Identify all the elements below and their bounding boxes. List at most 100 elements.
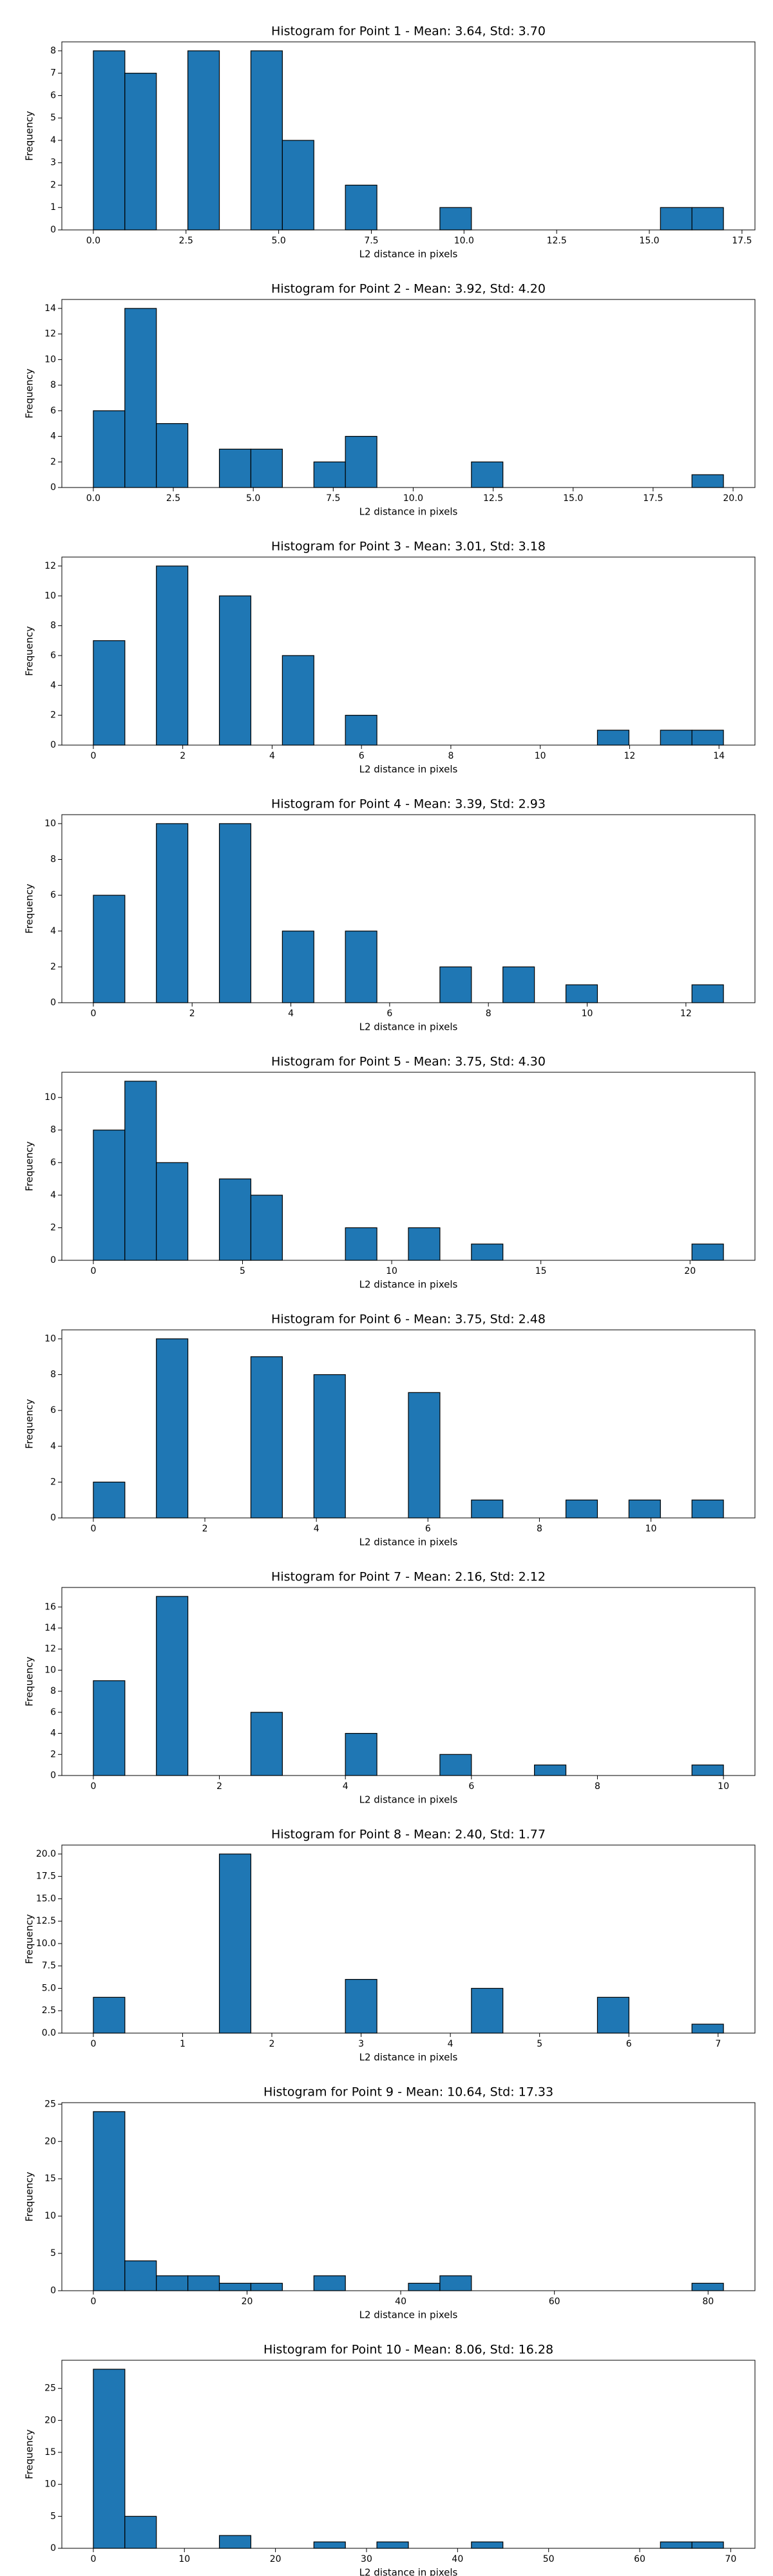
y-tick-label: 6 xyxy=(50,650,56,661)
y-tick-label: 12.5 xyxy=(36,1916,56,1926)
x-tick-label: 10.0 xyxy=(454,236,474,246)
x-tick-label: 40 xyxy=(452,2554,463,2564)
bar xyxy=(156,2275,189,2291)
y-tick-label: 16 xyxy=(44,1602,56,1612)
bar xyxy=(156,1162,189,1261)
subplot: Histogram for Point 3 - Mean: 3.01, Std:… xyxy=(24,540,756,775)
plot-frame xyxy=(61,1072,756,1261)
plot-frame xyxy=(61,814,756,1003)
chart-title: Histogram for Point 5 - Mean: 3.75, Std:… xyxy=(271,1055,546,1069)
x-tick-label: 6 xyxy=(359,751,365,761)
x-tick-label: 0.0 xyxy=(86,493,100,504)
y-tick-label: 10.0 xyxy=(36,1938,56,1949)
plot-frame xyxy=(61,299,756,488)
bar xyxy=(471,2541,504,2549)
y-tick-label: 8 xyxy=(50,1686,56,1696)
bar xyxy=(596,1996,629,2034)
y-axis-label: Frequency xyxy=(24,1399,35,1449)
x-axis-label: L2 distance in pixels xyxy=(359,2567,458,2576)
y-tick-label: 7.5 xyxy=(42,1961,56,1971)
x-axis-label: L2 distance in pixels xyxy=(359,1279,458,1291)
x-tick-label: 10 xyxy=(582,1009,593,1019)
bar xyxy=(282,931,314,1003)
x-axis-label: L2 distance in pixels xyxy=(359,249,458,260)
y-axis-label: Frequency xyxy=(24,1656,35,1707)
bar xyxy=(691,984,724,1003)
chart-title: Histogram for Point 1 - Mean: 3.64, Std:… xyxy=(271,24,546,39)
plot-frame xyxy=(61,1844,756,2034)
bar xyxy=(93,1996,126,2034)
bar xyxy=(313,1374,346,1519)
subplot: Histogram for Point 4 - Mean: 3.39, Std:… xyxy=(24,797,756,1033)
x-tick-label: 12.5 xyxy=(547,236,567,246)
x-tick-label: 20.0 xyxy=(723,493,743,504)
y-tick-label: 0 xyxy=(50,1255,56,1265)
y-tick-label: 10 xyxy=(44,1334,56,1344)
bar xyxy=(471,1987,504,2034)
bar xyxy=(691,1765,724,1776)
subplot: Histogram for Point 5 - Mean: 3.75, Std:… xyxy=(24,1055,756,1291)
bar xyxy=(660,207,692,231)
x-tick-label: 10 xyxy=(178,2554,190,2564)
y-tick-label: 0.0 xyxy=(42,2028,56,2038)
y-tick-label: 12 xyxy=(44,1644,56,1654)
y-tick-label: 4 xyxy=(50,1441,56,1452)
y-tick-label: 5 xyxy=(50,2248,56,2259)
bar xyxy=(218,823,252,1003)
x-tick-label: 6 xyxy=(386,1009,392,1019)
bar xyxy=(691,1499,724,1519)
x-tick-label: 10 xyxy=(645,1524,657,1534)
y-axis-label: Frequency xyxy=(24,884,35,934)
bar xyxy=(93,895,126,1003)
y-tick-label: 0 xyxy=(50,2286,56,2296)
x-tick-label: 7.5 xyxy=(326,493,340,504)
subplot: Histogram for Point 8 - Mean: 2.40, Std:… xyxy=(24,1828,756,2063)
x-tick-label: 5 xyxy=(537,2039,542,2049)
subplot: Histogram for Point 1 - Mean: 3.64, Std:… xyxy=(24,24,756,260)
y-axis-label: Frequency xyxy=(24,2172,35,2222)
x-tick-label: 40 xyxy=(395,2297,406,2307)
y-tick-label: 2 xyxy=(50,1749,56,1759)
y-tick-label: 14 xyxy=(44,303,56,314)
bar xyxy=(250,50,283,231)
x-tick-label: 6 xyxy=(468,1781,474,1792)
y-tick-label: 8 xyxy=(50,1370,56,1380)
x-tick-label: 8 xyxy=(537,1524,542,1534)
bar xyxy=(93,410,126,488)
y-tick-label: 0 xyxy=(50,740,56,750)
y-tick-label: 8 xyxy=(50,380,56,390)
y-axis-label: Frequency xyxy=(24,368,35,419)
bar xyxy=(439,966,472,1003)
bar xyxy=(345,931,377,1003)
x-tick-label: 30 xyxy=(361,2554,372,2564)
bar xyxy=(660,730,692,746)
y-tick-label: 10 xyxy=(44,1092,56,1103)
bar xyxy=(93,50,126,231)
plot-frame xyxy=(61,1587,756,1776)
y-tick-label: 0 xyxy=(50,998,56,1008)
y-tick-label: 2 xyxy=(50,457,56,467)
y-tick-label: 5 xyxy=(50,2511,56,2521)
plot-frame xyxy=(61,556,756,746)
y-tick-label: 0 xyxy=(50,1770,56,1781)
x-tick-label: 0 xyxy=(90,2554,96,2564)
bar xyxy=(250,1712,283,1776)
bar xyxy=(376,2541,409,2549)
x-tick-label: 60 xyxy=(549,2297,560,2307)
x-tick-label: 5.0 xyxy=(246,493,260,504)
x-tick-label: 0 xyxy=(90,751,96,761)
bar xyxy=(282,140,314,231)
y-axis-label: Frequency xyxy=(24,111,35,161)
x-tick-label: 0 xyxy=(90,2297,96,2307)
y-tick-label: 25 xyxy=(44,2099,56,2109)
bar xyxy=(439,2275,472,2291)
chart-title: Histogram for Point 10 - Mean: 8.06, Std… xyxy=(263,2343,553,2357)
bar xyxy=(124,2260,157,2291)
bar xyxy=(345,1978,377,2034)
x-tick-label: 12 xyxy=(624,751,635,761)
bar xyxy=(471,1499,504,1519)
x-tick-label: 12 xyxy=(680,1009,692,1019)
bar xyxy=(691,1244,724,1261)
y-tick-label: 20.0 xyxy=(36,1849,56,1859)
bar xyxy=(313,2541,346,2549)
